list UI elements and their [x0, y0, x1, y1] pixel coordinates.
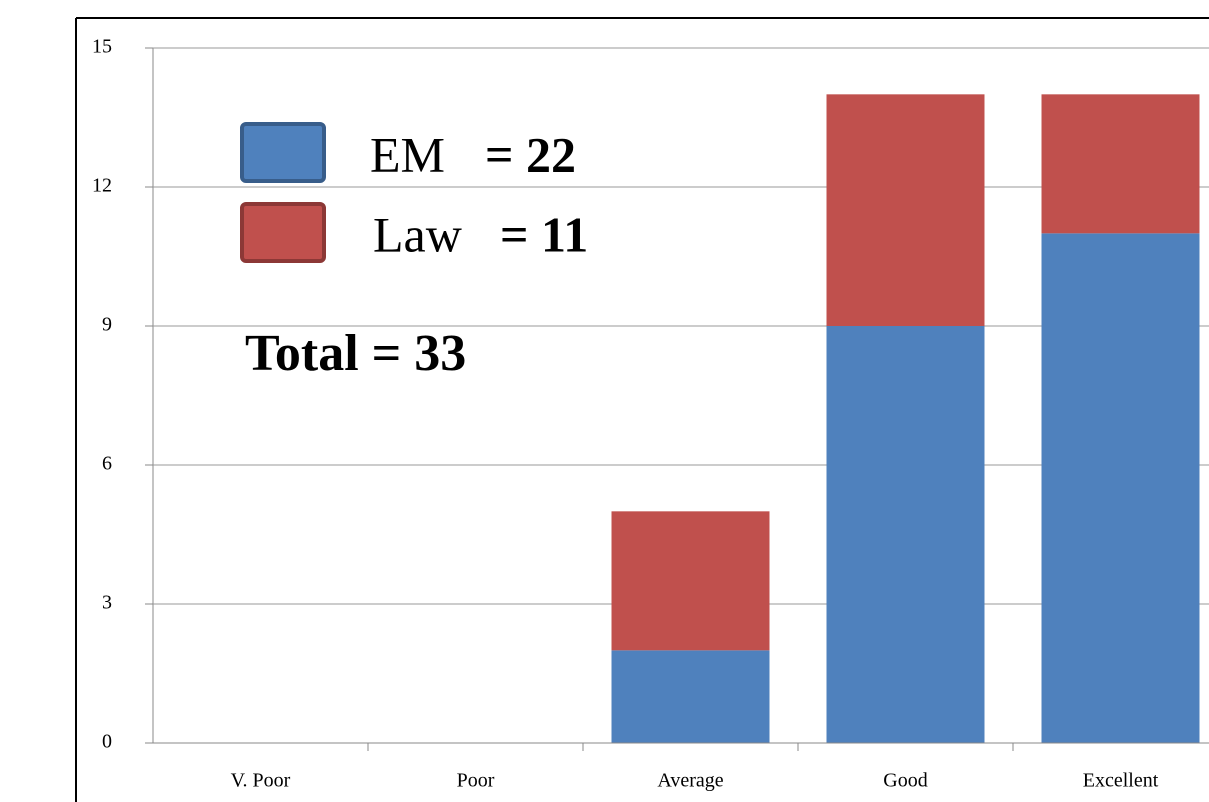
- x-tick-label: Average: [657, 770, 723, 792]
- bar-segment: [1041, 94, 1200, 234]
- y-tick-label: 15: [92, 36, 112, 58]
- legend-label: Law: [373, 206, 462, 262]
- x-tick-label: Excellent: [1083, 770, 1159, 792]
- y-tick-label: 12: [92, 175, 112, 197]
- x-tick-label: Poor: [457, 770, 495, 792]
- y-tick-label: 6: [102, 453, 112, 475]
- legend-swatch: [240, 202, 326, 263]
- total-annotation: Total = 33: [245, 325, 466, 382]
- legend-label: EM: [370, 126, 445, 182]
- legend-total: = 22: [485, 126, 576, 182]
- x-tick-label: Good: [883, 770, 927, 792]
- legend-total: = 11: [500, 206, 588, 262]
- bar-segment: [826, 326, 985, 743]
- bar-segment: [611, 511, 770, 651]
- bar-segment: [826, 94, 985, 326]
- y-tick-label: 3: [102, 592, 112, 614]
- y-tick-label: 9: [102, 314, 112, 336]
- y-tick-label: 0: [102, 731, 112, 753]
- x-tick-label: V. Poor: [231, 770, 291, 792]
- legend-swatch: [240, 122, 326, 183]
- bar-segment: [611, 650, 770, 743]
- bar-segment: [1041, 233, 1200, 744]
